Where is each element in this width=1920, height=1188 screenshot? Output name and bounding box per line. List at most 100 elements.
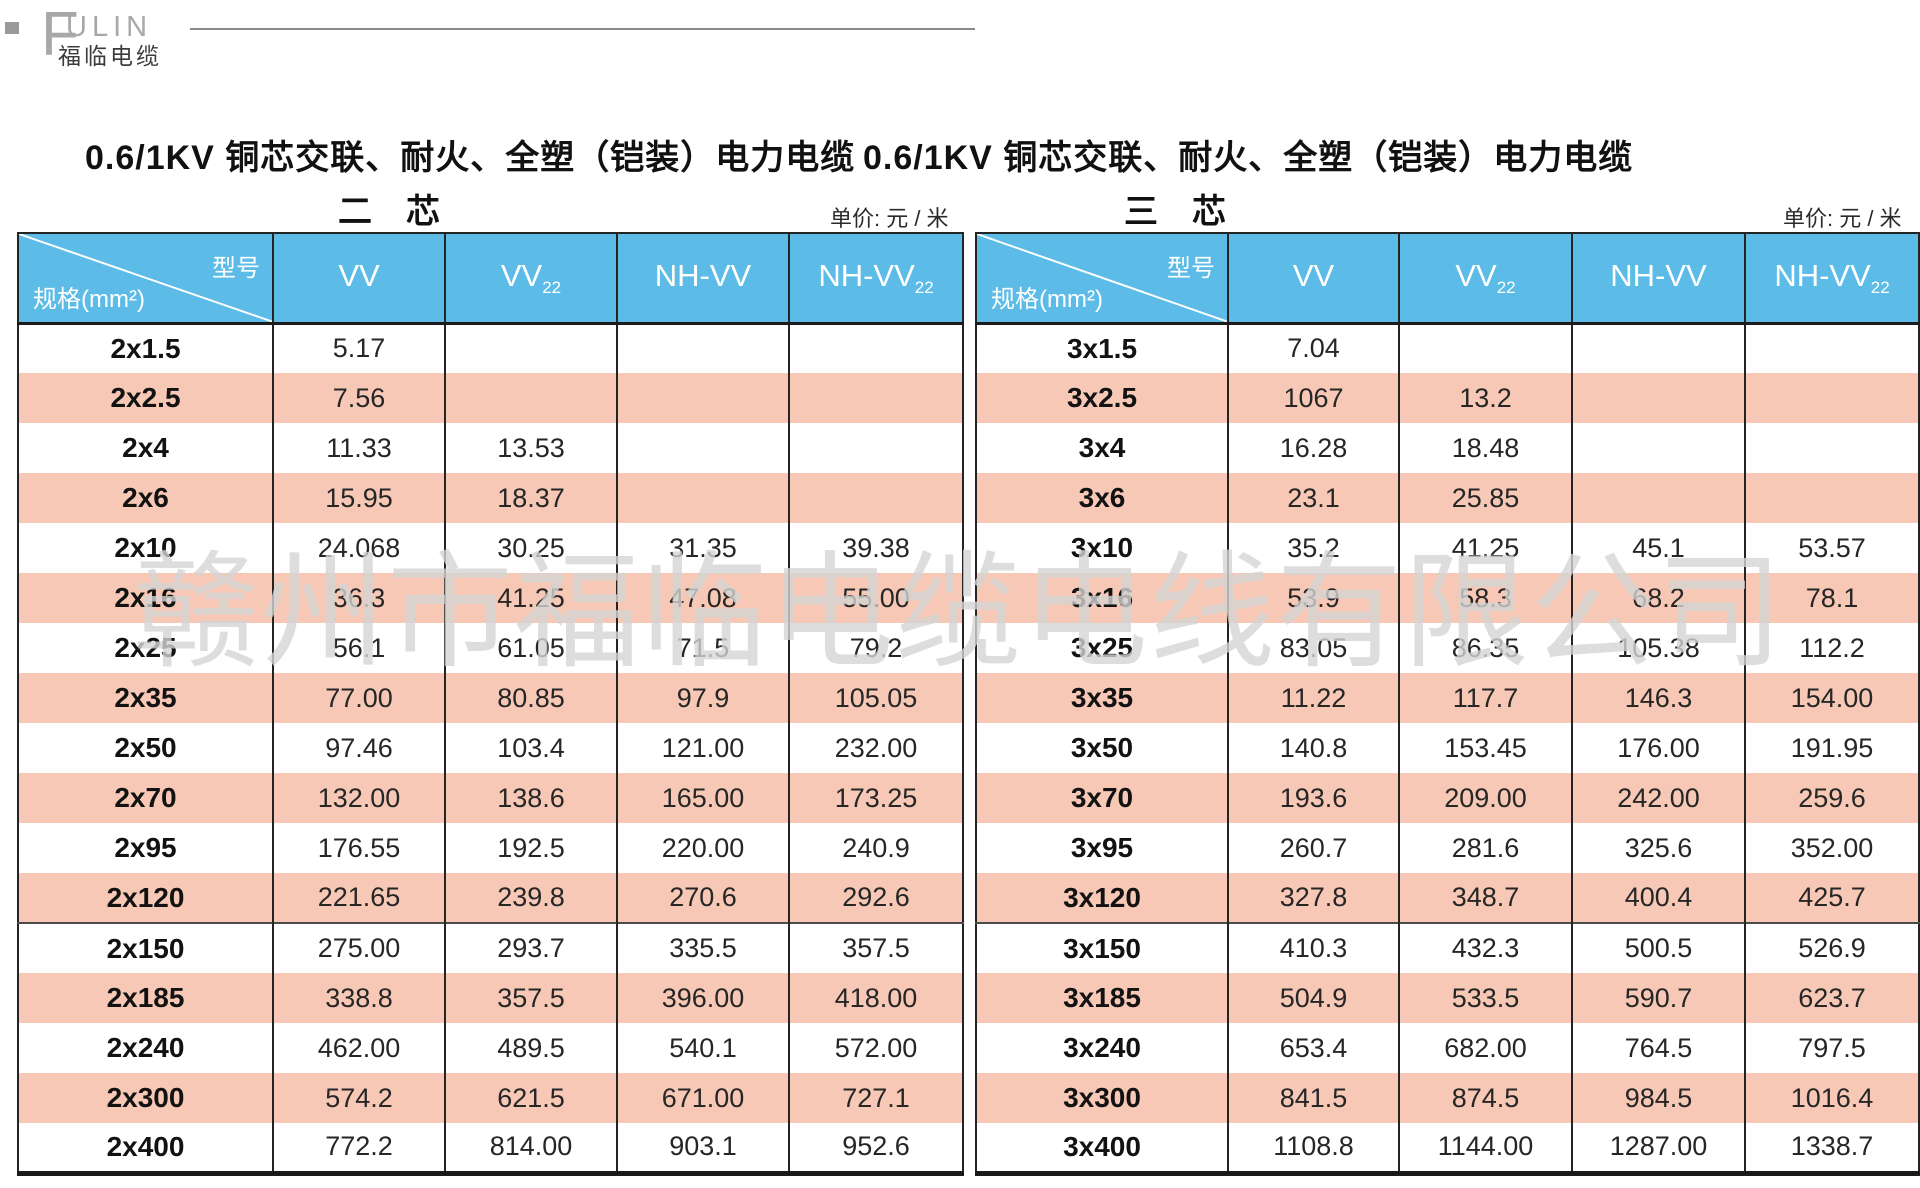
diagonal-divider bbox=[19, 234, 272, 322]
price-cell: 500.5 bbox=[1571, 922, 1745, 973]
price-cell bbox=[616, 323, 789, 373]
price-cell: 338.8 bbox=[272, 973, 445, 1023]
price-cell bbox=[616, 473, 789, 523]
column-header: VV bbox=[272, 233, 445, 325]
spec-cell: 3x10 bbox=[976, 523, 1228, 573]
price-cell: 396.00 bbox=[616, 973, 789, 1023]
price-cell: 260.7 bbox=[1227, 823, 1399, 873]
price-cell: 232.00 bbox=[788, 723, 963, 773]
price-cell: 153.45 bbox=[1398, 723, 1572, 773]
table-row: 3x35 11.22 117.7 146.3 154.00 bbox=[976, 673, 1919, 723]
price-cell: 105.05 bbox=[788, 673, 963, 723]
price-cell: 764.5 bbox=[1571, 1023, 1745, 1073]
price-cell: 36.3 bbox=[272, 573, 445, 623]
diagonal-divider bbox=[977, 234, 1227, 322]
price-cell: 45.1 bbox=[1571, 523, 1745, 573]
spec-cell: 3x240 bbox=[976, 1023, 1228, 1073]
price-cell: 325.6 bbox=[1571, 823, 1745, 873]
price-cell: 192.5 bbox=[444, 823, 617, 873]
spec-cell: 2x25 bbox=[18, 623, 273, 673]
price-cell: 952.6 bbox=[788, 1123, 963, 1173]
column-label: NH-VV bbox=[1774, 257, 1871, 293]
spec-cell: 2x120 bbox=[18, 873, 273, 923]
price-cell: 105.38 bbox=[1571, 623, 1745, 673]
spec-cell: 3x35 bbox=[976, 673, 1228, 723]
table-row: 2x400 772.2 814.00 903.1 952.6 bbox=[18, 1123, 963, 1173]
price-cell: 53.9 bbox=[1227, 573, 1399, 623]
price-table-3core: 型号 规格(mm²) VV VV22 NH-VV NH-VV22 3x1.5 7.… bbox=[975, 232, 1920, 1176]
price-cell: 24.068 bbox=[272, 523, 445, 573]
price-cell: 410.3 bbox=[1227, 922, 1399, 973]
price-cell: 671.00 bbox=[616, 1073, 789, 1123]
model-label: 型号 bbox=[1167, 255, 1215, 282]
spec-cell: 2x70 bbox=[18, 773, 273, 823]
price-cell: 1144.00 bbox=[1398, 1123, 1572, 1173]
price-cell: 79.2 bbox=[788, 623, 963, 673]
price-cell: 35.2 bbox=[1227, 523, 1399, 573]
price-cell: 86.35 bbox=[1398, 623, 1572, 673]
price-cell: 191.95 bbox=[1744, 723, 1919, 773]
table-row: 2x16 36.3 41.25 47.08 55.00 bbox=[18, 573, 963, 623]
spec-cell: 2x1.5 bbox=[18, 323, 273, 373]
price-cell: 984.5 bbox=[1571, 1073, 1745, 1123]
price-cell: 352.00 bbox=[1744, 823, 1919, 873]
price-cell: 61.05 bbox=[444, 623, 617, 673]
table-row: 2x2.5 7.56 bbox=[18, 373, 963, 423]
spec-cell: 3x16 bbox=[976, 573, 1228, 623]
price-cell: 489.5 bbox=[444, 1023, 617, 1073]
price-cell: 357.5 bbox=[444, 973, 617, 1023]
header-row: 型号 规格(mm²) VV VV22 NH-VV NH-VV22 bbox=[18, 233, 963, 325]
price-cell bbox=[1571, 423, 1745, 473]
spec-cell: 2x50 bbox=[18, 723, 273, 773]
price-cell: 621.5 bbox=[444, 1073, 617, 1123]
table-row: 2x70 132.00 138.6 165.00 173.25 bbox=[18, 773, 963, 823]
price-cell: 18.48 bbox=[1398, 423, 1572, 473]
price-cell: 1287.00 bbox=[1571, 1123, 1745, 1173]
header-row: 型号 规格(mm²) VV VV22 NH-VV NH-VV22 bbox=[976, 233, 1919, 325]
price-cell bbox=[444, 373, 617, 423]
price-cell bbox=[1744, 323, 1919, 373]
price-cell: 653.4 bbox=[1227, 1023, 1399, 1073]
price-cell bbox=[1571, 473, 1745, 523]
spec-cell: 2x300 bbox=[18, 1073, 273, 1123]
price-table-2core: 型号 规格(mm²) VV VV22 NH-VV NH-VV22 2x1.5 5.… bbox=[17, 232, 964, 1176]
price-cell bbox=[788, 423, 963, 473]
price-cell bbox=[788, 473, 963, 523]
column-header: VV22 bbox=[444, 233, 617, 325]
price-cell bbox=[1571, 323, 1745, 373]
table-row: 2x50 97.46 103.4 121.00 232.00 bbox=[18, 723, 963, 773]
price-cell: 259.6 bbox=[1744, 773, 1919, 823]
price-cell: 23.1 bbox=[1227, 473, 1399, 523]
spec-cell: 2x4 bbox=[18, 423, 273, 473]
column-label: VV bbox=[500, 257, 543, 293]
spec-cell: 3x120 bbox=[976, 873, 1228, 923]
price-cell: 240.9 bbox=[788, 823, 963, 873]
spec-cell: 3x50 bbox=[976, 723, 1228, 773]
table-row: 2x150 275.00 293.7 335.5 357.5 bbox=[18, 922, 963, 973]
price-cell: 242.00 bbox=[1571, 773, 1745, 823]
spec-cell: 2x185 bbox=[18, 973, 273, 1023]
table-body-1: 3x1.5 7.04 3x2.5 1067 13.2 3x4 16.28 18.48 3x6 23… bbox=[976, 323, 1919, 1173]
table-row: 2x95 176.55 192.5 220.00 240.9 bbox=[18, 823, 963, 873]
price-cell: 281.6 bbox=[1398, 823, 1572, 873]
price-cell: 348.7 bbox=[1398, 873, 1572, 923]
table-row: 3x6 23.1 25.85 bbox=[976, 473, 1919, 523]
price-cell: 15.95 bbox=[272, 473, 445, 523]
price-cell: 47.08 bbox=[616, 573, 789, 623]
column-header: NH-VV bbox=[1571, 233, 1745, 325]
price-cell: 11.22 bbox=[1227, 673, 1399, 723]
price-cell: 77.00 bbox=[272, 673, 445, 723]
price-cell: 590.7 bbox=[1571, 973, 1745, 1023]
spec-cell: 2x240 bbox=[18, 1023, 273, 1073]
spec-cell: 3x300 bbox=[976, 1073, 1228, 1123]
table-row: 2x120 221.65 239.8 270.6 292.6 bbox=[18, 873, 963, 923]
column-header: NH-VV22 bbox=[788, 233, 963, 325]
price-cell: 275.00 bbox=[272, 922, 445, 973]
price-cell: 7.56 bbox=[272, 373, 445, 423]
price-cell: 293.7 bbox=[444, 922, 617, 973]
table-header: 型号 规格(mm²) VV VV22 NH-VV NH-VV22 bbox=[976, 233, 1919, 325]
price-cell: 30.25 bbox=[444, 523, 617, 573]
price-cell: 400.4 bbox=[1571, 873, 1745, 923]
spec-cell: 3x25 bbox=[976, 623, 1228, 673]
